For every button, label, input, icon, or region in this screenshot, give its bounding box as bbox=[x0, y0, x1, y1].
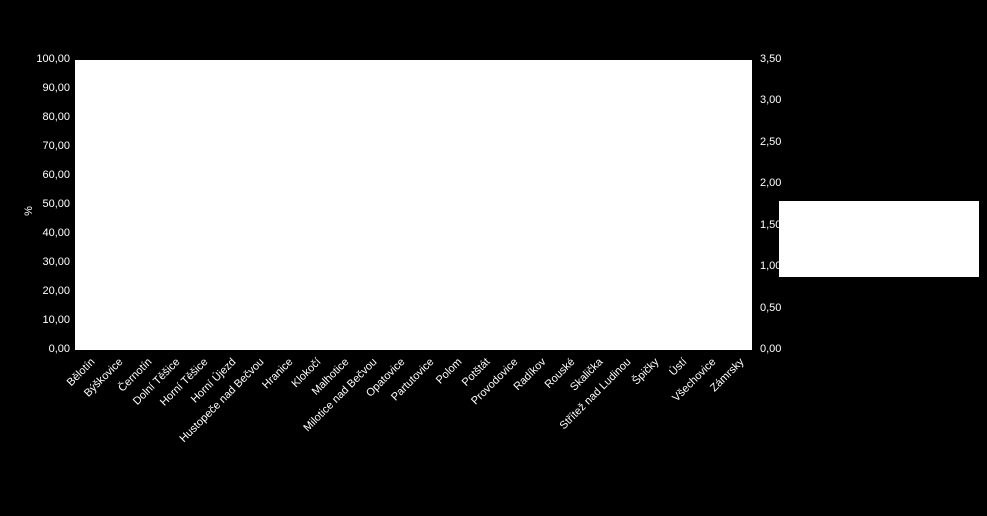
y-right-tick-label: 0,00 bbox=[760, 343, 781, 355]
y-right-tick bbox=[752, 267, 756, 268]
y-left-tick-label: 10,00 bbox=[30, 314, 70, 326]
y-left-tick-label: 0,00 bbox=[30, 343, 70, 355]
y-right-tick-label: 1,50 bbox=[760, 219, 781, 231]
y-left-tick-label: 50,00 bbox=[30, 198, 70, 210]
y-right-tick-label: 0,50 bbox=[760, 302, 781, 314]
y-left-tick bbox=[71, 205, 75, 206]
y-left-tick bbox=[71, 321, 75, 322]
y-left-tick-label: 100,00 bbox=[30, 53, 70, 65]
y-left-tick-label: 30,00 bbox=[30, 256, 70, 268]
y-left-tick bbox=[71, 60, 75, 61]
y-right-tick bbox=[752, 143, 756, 144]
y-left-tick bbox=[71, 350, 75, 351]
y-left-tick bbox=[71, 234, 75, 235]
y-left-tick bbox=[71, 118, 75, 119]
y-right-tick bbox=[752, 350, 756, 351]
y-left-tick-label: 90,00 bbox=[30, 82, 70, 94]
y-right-tick bbox=[752, 184, 756, 185]
y-right-tick bbox=[752, 60, 756, 61]
y-right-tick-label: 3,00 bbox=[760, 94, 781, 106]
y-left-tick-label: 20,00 bbox=[30, 285, 70, 297]
y-left-tick bbox=[71, 176, 75, 177]
y-left-tick-label: 80,00 bbox=[30, 111, 70, 123]
y-right-tick bbox=[752, 309, 756, 310]
y-left-tick-label: 60,00 bbox=[30, 169, 70, 181]
y-left-tick bbox=[71, 292, 75, 293]
chart-stage: % 0,0010,0020,0030,0040,0050,0060,0070,0… bbox=[0, 0, 987, 516]
y-right-tick-label: 2,00 bbox=[760, 177, 781, 189]
y-left-tick bbox=[71, 89, 75, 90]
y-right-tick-label: 2,50 bbox=[760, 136, 781, 148]
y-right-tick bbox=[752, 101, 756, 102]
y-left-tick bbox=[71, 263, 75, 264]
y-right-tick-label: 1,00 bbox=[760, 260, 781, 272]
y-left-tick-label: 40,00 bbox=[30, 227, 70, 239]
legend bbox=[778, 200, 980, 278]
y-left-tick bbox=[71, 147, 75, 148]
y-right-tick bbox=[752, 226, 756, 227]
y-left-tick-label: 70,00 bbox=[30, 140, 70, 152]
plot-area bbox=[75, 60, 752, 350]
y-right-tick-label: 3,50 bbox=[760, 53, 781, 65]
